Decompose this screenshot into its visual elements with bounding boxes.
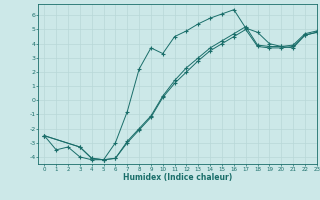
- X-axis label: Humidex (Indice chaleur): Humidex (Indice chaleur): [123, 173, 232, 182]
